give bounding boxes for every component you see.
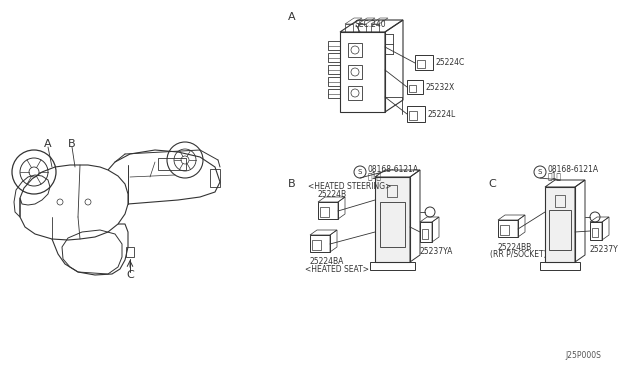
Text: 25224BB: 25224BB bbox=[498, 243, 532, 251]
Bar bbox=[420, 222, 432, 242]
Bar bbox=[348, 86, 362, 100]
Bar bbox=[320, 207, 329, 217]
Bar bbox=[158, 158, 186, 170]
Text: （1）: （1） bbox=[548, 171, 562, 180]
Bar bbox=[590, 222, 602, 240]
Text: A: A bbox=[44, 139, 52, 149]
Text: B: B bbox=[288, 179, 296, 189]
Bar bbox=[210, 169, 220, 187]
Text: S: S bbox=[358, 169, 362, 175]
Text: (RR P/SOCKET): (RR P/SOCKET) bbox=[490, 250, 547, 260]
Bar bbox=[500, 225, 509, 235]
Bar bbox=[407, 80, 423, 94]
Text: 08168-6121A: 08168-6121A bbox=[548, 164, 599, 173]
Text: <HEATED STEERING>: <HEATED STEERING> bbox=[308, 182, 392, 190]
Bar bbox=[417, 60, 425, 68]
Bar bbox=[387, 185, 397, 197]
Text: 08168-6121A: 08168-6121A bbox=[368, 164, 419, 173]
Text: 25237Y: 25237Y bbox=[590, 246, 619, 254]
Bar bbox=[549, 210, 571, 250]
Text: 25224C: 25224C bbox=[436, 58, 465, 67]
Text: J25P000S: J25P000S bbox=[565, 351, 601, 360]
Bar bbox=[407, 106, 425, 122]
Bar bbox=[348, 65, 362, 79]
Text: <HEATED SEAT>: <HEATED SEAT> bbox=[305, 266, 369, 275]
Text: 25224BA: 25224BA bbox=[310, 257, 344, 266]
Bar bbox=[422, 229, 428, 239]
Polygon shape bbox=[545, 187, 575, 262]
Text: 25224L: 25224L bbox=[428, 109, 456, 119]
Text: 25237YA: 25237YA bbox=[420, 247, 453, 257]
Bar bbox=[380, 202, 405, 247]
Polygon shape bbox=[375, 177, 410, 262]
Text: A: A bbox=[288, 12, 296, 22]
Text: S: S bbox=[538, 169, 542, 175]
Bar bbox=[498, 220, 518, 237]
Text: SEC.240: SEC.240 bbox=[355, 19, 387, 29]
Bar bbox=[348, 43, 362, 57]
Bar bbox=[318, 202, 338, 219]
Bar bbox=[415, 55, 433, 70]
Text: 25232X: 25232X bbox=[426, 83, 455, 92]
Bar bbox=[409, 111, 417, 120]
Text: C: C bbox=[488, 179, 496, 189]
Bar bbox=[555, 195, 565, 207]
Bar bbox=[310, 235, 330, 252]
Text: 25224B: 25224B bbox=[318, 189, 347, 199]
Text: （1）: （1） bbox=[368, 171, 382, 180]
Bar bbox=[409, 85, 416, 92]
Bar bbox=[312, 240, 321, 250]
Text: C: C bbox=[126, 270, 134, 280]
Bar bbox=[592, 228, 598, 237]
Text: B: B bbox=[68, 139, 76, 149]
Bar bbox=[126, 247, 134, 257]
